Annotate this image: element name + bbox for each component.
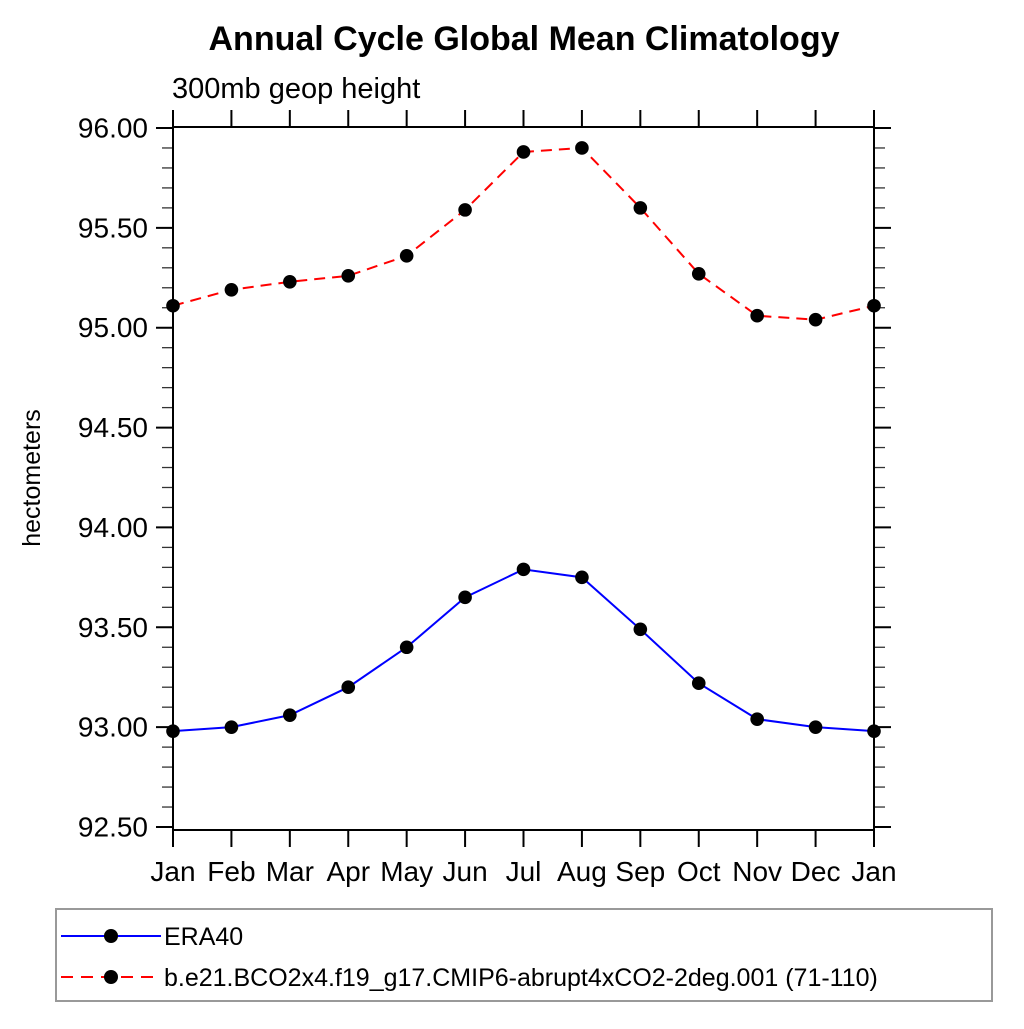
y-tick-label: 96.00 [78,112,148,143]
plot-frame [172,126,875,831]
y-tick-label: 95.00 [78,312,148,343]
legend-label-era40: ERA40 [164,923,243,951]
legend-box [55,908,993,1002]
y-tick-label: 92.50 [78,812,148,843]
data-point-marker [516,562,531,577]
data-point-marker [458,590,472,605]
x-tick-label: Jun [443,856,488,887]
x-tick-label: Jan [851,856,896,887]
data-point-marker [808,312,823,327]
x-tick-label: Oct [677,856,721,887]
data-point-marker [283,274,297,289]
x-tick-label: Mar [266,856,314,887]
data-point-marker [691,266,706,281]
series-line-0 [172,568,875,733]
data-point-marker [458,203,472,217]
data-point-marker [399,640,414,655]
data-point-marker [166,724,180,738]
x-tick-label: Feb [207,856,255,887]
chart-title: Annual Cycle Global Mean Climatology [209,20,840,58]
x-tick-label: Aug [557,856,607,887]
data-point-marker [166,298,180,313]
legend-item-model: b.e21.BCO2x4.f19_g17.CMIP6-abrupt4xCO2-2… [61,964,878,992]
data-point-marker [750,308,764,323]
data-point-marker [341,680,356,695]
x-tick-label: Dec [791,856,841,887]
data-series [166,141,881,738]
y-tick-label: 95.50 [78,212,148,243]
axes: 92.50 93.00 93.50 94.00 94.50 95.00 95.50 96.00… [78,110,897,887]
data-point-marker [575,570,589,585]
y-tick-label: 93.00 [78,712,148,743]
y-tick-label: 94.50 [78,412,148,443]
legend-item-era40: ERA40 [61,923,243,951]
data-point-marker [808,720,823,734]
data-point-marker [691,676,706,691]
data-point-marker [575,141,589,155]
legend-marker-era40 [104,929,118,943]
legend: ERA40 b.e21.BCO2x4.f19_g17.CMIP6-abrupt4… [55,908,993,1002]
x-tick-label: May [380,856,433,887]
data-point-marker [633,622,648,637]
x-tick-label: Sep [615,856,665,887]
data-point-marker [633,201,648,215]
data-point-marker [867,298,881,313]
chart-subtitle: 300mb geop height [172,73,420,105]
series-line-1 [172,146,875,321]
x-tick-label: Apr [326,856,370,887]
y-axis-label: hectometers [18,409,46,547]
legend-label-model: b.e21.BCO2x4.f19_g17.CMIP6-abrupt4xCO2-2… [164,964,878,992]
x-tick-label: Nov [732,856,782,887]
legend-marker-model [104,970,118,984]
x-tick-label: Jan [150,856,195,887]
y-tick-label: 94.00 [78,512,148,543]
data-point-marker [283,708,297,722]
data-point-marker [399,249,414,263]
x-tick-label: Jul [506,856,542,887]
data-point-marker [224,720,239,734]
data-point-marker [224,282,239,297]
data-point-marker [516,145,531,159]
y-tick-label: 93.50 [78,612,148,643]
data-point-marker [750,712,764,726]
data-point-marker [867,724,881,738]
data-point-marker [341,268,356,283]
